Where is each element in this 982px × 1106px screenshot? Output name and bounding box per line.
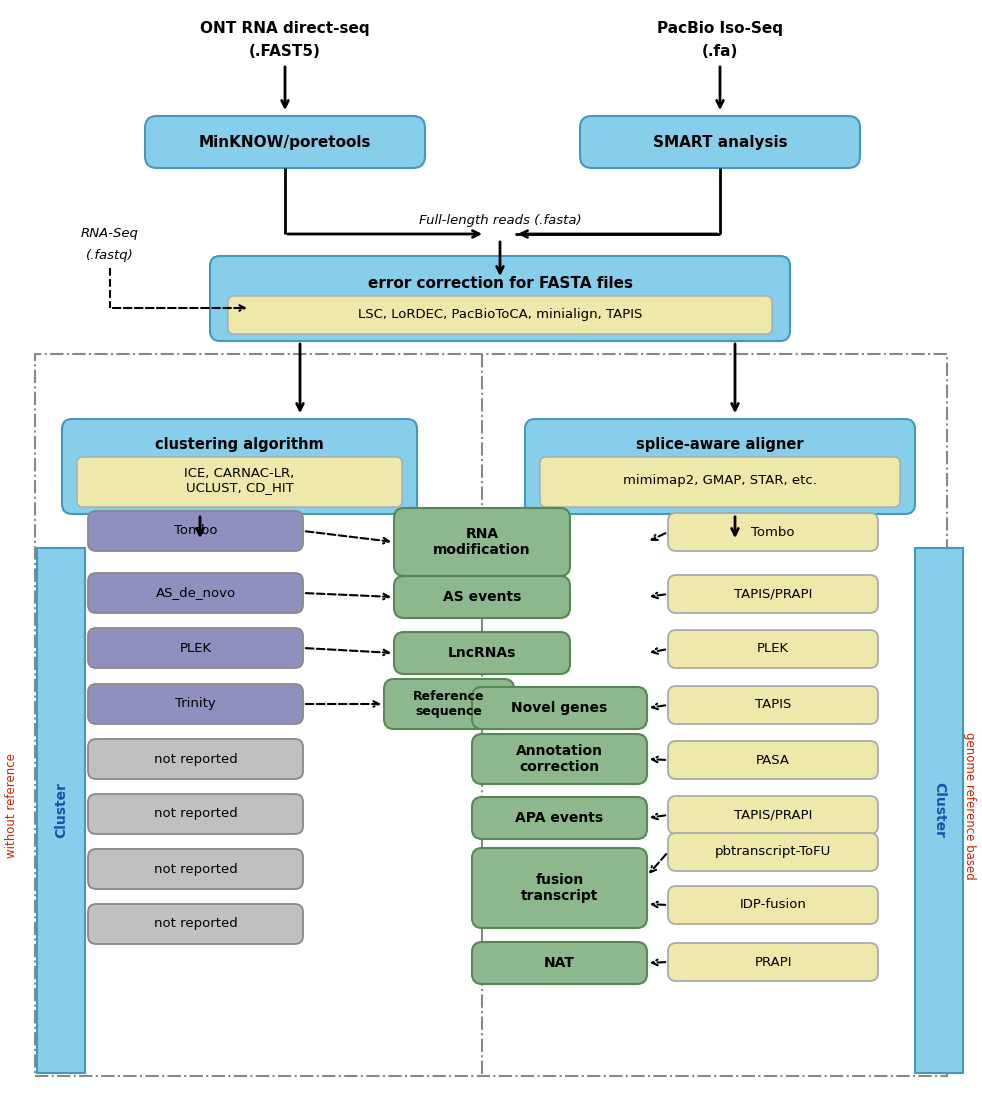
FancyBboxPatch shape — [88, 739, 303, 779]
FancyBboxPatch shape — [77, 457, 402, 507]
Text: error correction for FASTA files: error correction for FASTA files — [367, 275, 632, 291]
Text: APA events: APA events — [516, 811, 604, 825]
Text: pbtranscript-ToFU: pbtranscript-ToFU — [715, 845, 831, 858]
Text: not reported: not reported — [153, 918, 238, 930]
FancyBboxPatch shape — [394, 632, 570, 674]
FancyBboxPatch shape — [145, 116, 425, 168]
FancyBboxPatch shape — [88, 573, 303, 613]
Text: PASA: PASA — [756, 753, 790, 766]
FancyBboxPatch shape — [88, 511, 303, 551]
Text: Cluster: Cluster — [54, 783, 68, 838]
FancyBboxPatch shape — [472, 797, 647, 839]
Text: not reported: not reported — [153, 807, 238, 821]
Text: not reported: not reported — [153, 752, 238, 765]
FancyBboxPatch shape — [668, 630, 878, 668]
Text: Annotation
correction: Annotation correction — [516, 744, 603, 774]
Text: genome reference based: genome reference based — [963, 732, 976, 880]
Bar — [35, 354, 947, 1076]
FancyBboxPatch shape — [394, 508, 570, 576]
Text: PLEK: PLEK — [180, 641, 211, 655]
Text: PLEK: PLEK — [757, 643, 790, 656]
FancyBboxPatch shape — [228, 296, 772, 334]
Text: fusion
transcript: fusion transcript — [520, 873, 598, 904]
FancyBboxPatch shape — [668, 886, 878, 924]
Text: splice-aware aligner: splice-aware aligner — [636, 437, 804, 451]
FancyBboxPatch shape — [668, 741, 878, 779]
Text: IDP-fusion: IDP-fusion — [739, 898, 806, 911]
FancyBboxPatch shape — [62, 419, 417, 514]
Text: NAT: NAT — [544, 956, 574, 970]
FancyBboxPatch shape — [394, 576, 570, 618]
Text: ICE, CARNAC-LR,
UCLUST, CD_HIT: ICE, CARNAC-LR, UCLUST, CD_HIT — [185, 467, 295, 494]
Text: Full-length reads (.fasta): Full-length reads (.fasta) — [418, 215, 581, 228]
FancyBboxPatch shape — [580, 116, 860, 168]
FancyBboxPatch shape — [88, 904, 303, 945]
Text: (.fastq): (.fastq) — [86, 250, 134, 262]
FancyBboxPatch shape — [472, 687, 647, 729]
FancyBboxPatch shape — [88, 684, 303, 724]
Text: TAPIS/PRAPI: TAPIS/PRAPI — [734, 587, 812, 601]
FancyBboxPatch shape — [88, 794, 303, 834]
Text: MinKNOW/poretools: MinKNOW/poretools — [198, 135, 371, 149]
FancyBboxPatch shape — [525, 419, 915, 514]
Text: (.FAST5): (.FAST5) — [249, 43, 321, 59]
Text: SMART analysis: SMART analysis — [653, 135, 788, 149]
Text: PacBio Iso-Seq: PacBio Iso-Seq — [657, 21, 783, 35]
FancyBboxPatch shape — [210, 255, 790, 341]
Text: RNA
modification: RNA modification — [433, 526, 531, 557]
FancyBboxPatch shape — [472, 848, 647, 928]
FancyBboxPatch shape — [668, 686, 878, 724]
FancyBboxPatch shape — [668, 943, 878, 981]
FancyBboxPatch shape — [88, 849, 303, 889]
Text: Reference
sequence: Reference sequence — [413, 690, 485, 718]
Text: without reference: without reference — [6, 753, 19, 858]
Text: AS_de_novo: AS_de_novo — [155, 586, 236, 599]
Bar — [915, 547, 963, 1073]
FancyBboxPatch shape — [668, 796, 878, 834]
Text: Tombo: Tombo — [174, 524, 217, 538]
Text: ONT RNA direct-seq: ONT RNA direct-seq — [200, 21, 370, 35]
Text: AS events: AS events — [443, 589, 521, 604]
FancyBboxPatch shape — [472, 942, 647, 984]
FancyBboxPatch shape — [88, 628, 303, 668]
Text: TAPIS: TAPIS — [755, 699, 791, 711]
Text: clustering algorithm: clustering algorithm — [155, 437, 324, 451]
Text: mimimap2, GMAP, STAR, etc.: mimimap2, GMAP, STAR, etc. — [623, 474, 817, 487]
Text: RNA-Seq: RNA-Seq — [82, 228, 138, 240]
Text: PRAPI: PRAPI — [754, 956, 791, 969]
FancyBboxPatch shape — [668, 575, 878, 613]
Text: Novel genes: Novel genes — [512, 701, 608, 714]
Text: LSC, LoRDEC, PacBioToCA, minialign, TAPIS: LSC, LoRDEC, PacBioToCA, minialign, TAPI… — [357, 307, 642, 321]
FancyBboxPatch shape — [668, 833, 878, 872]
Text: TAPIS/PRAPI: TAPIS/PRAPI — [734, 808, 812, 822]
Text: Tombo: Tombo — [751, 525, 794, 539]
Text: LncRNAs: LncRNAs — [448, 646, 517, 660]
Text: (.fa): (.fa) — [702, 43, 738, 59]
Text: not reported: not reported — [153, 863, 238, 876]
Text: Trinity: Trinity — [175, 698, 216, 710]
FancyBboxPatch shape — [540, 457, 900, 507]
Bar — [37, 547, 85, 1073]
Text: Cluster: Cluster — [932, 783, 946, 838]
FancyBboxPatch shape — [472, 734, 647, 784]
FancyBboxPatch shape — [668, 513, 878, 551]
FancyBboxPatch shape — [384, 679, 514, 729]
